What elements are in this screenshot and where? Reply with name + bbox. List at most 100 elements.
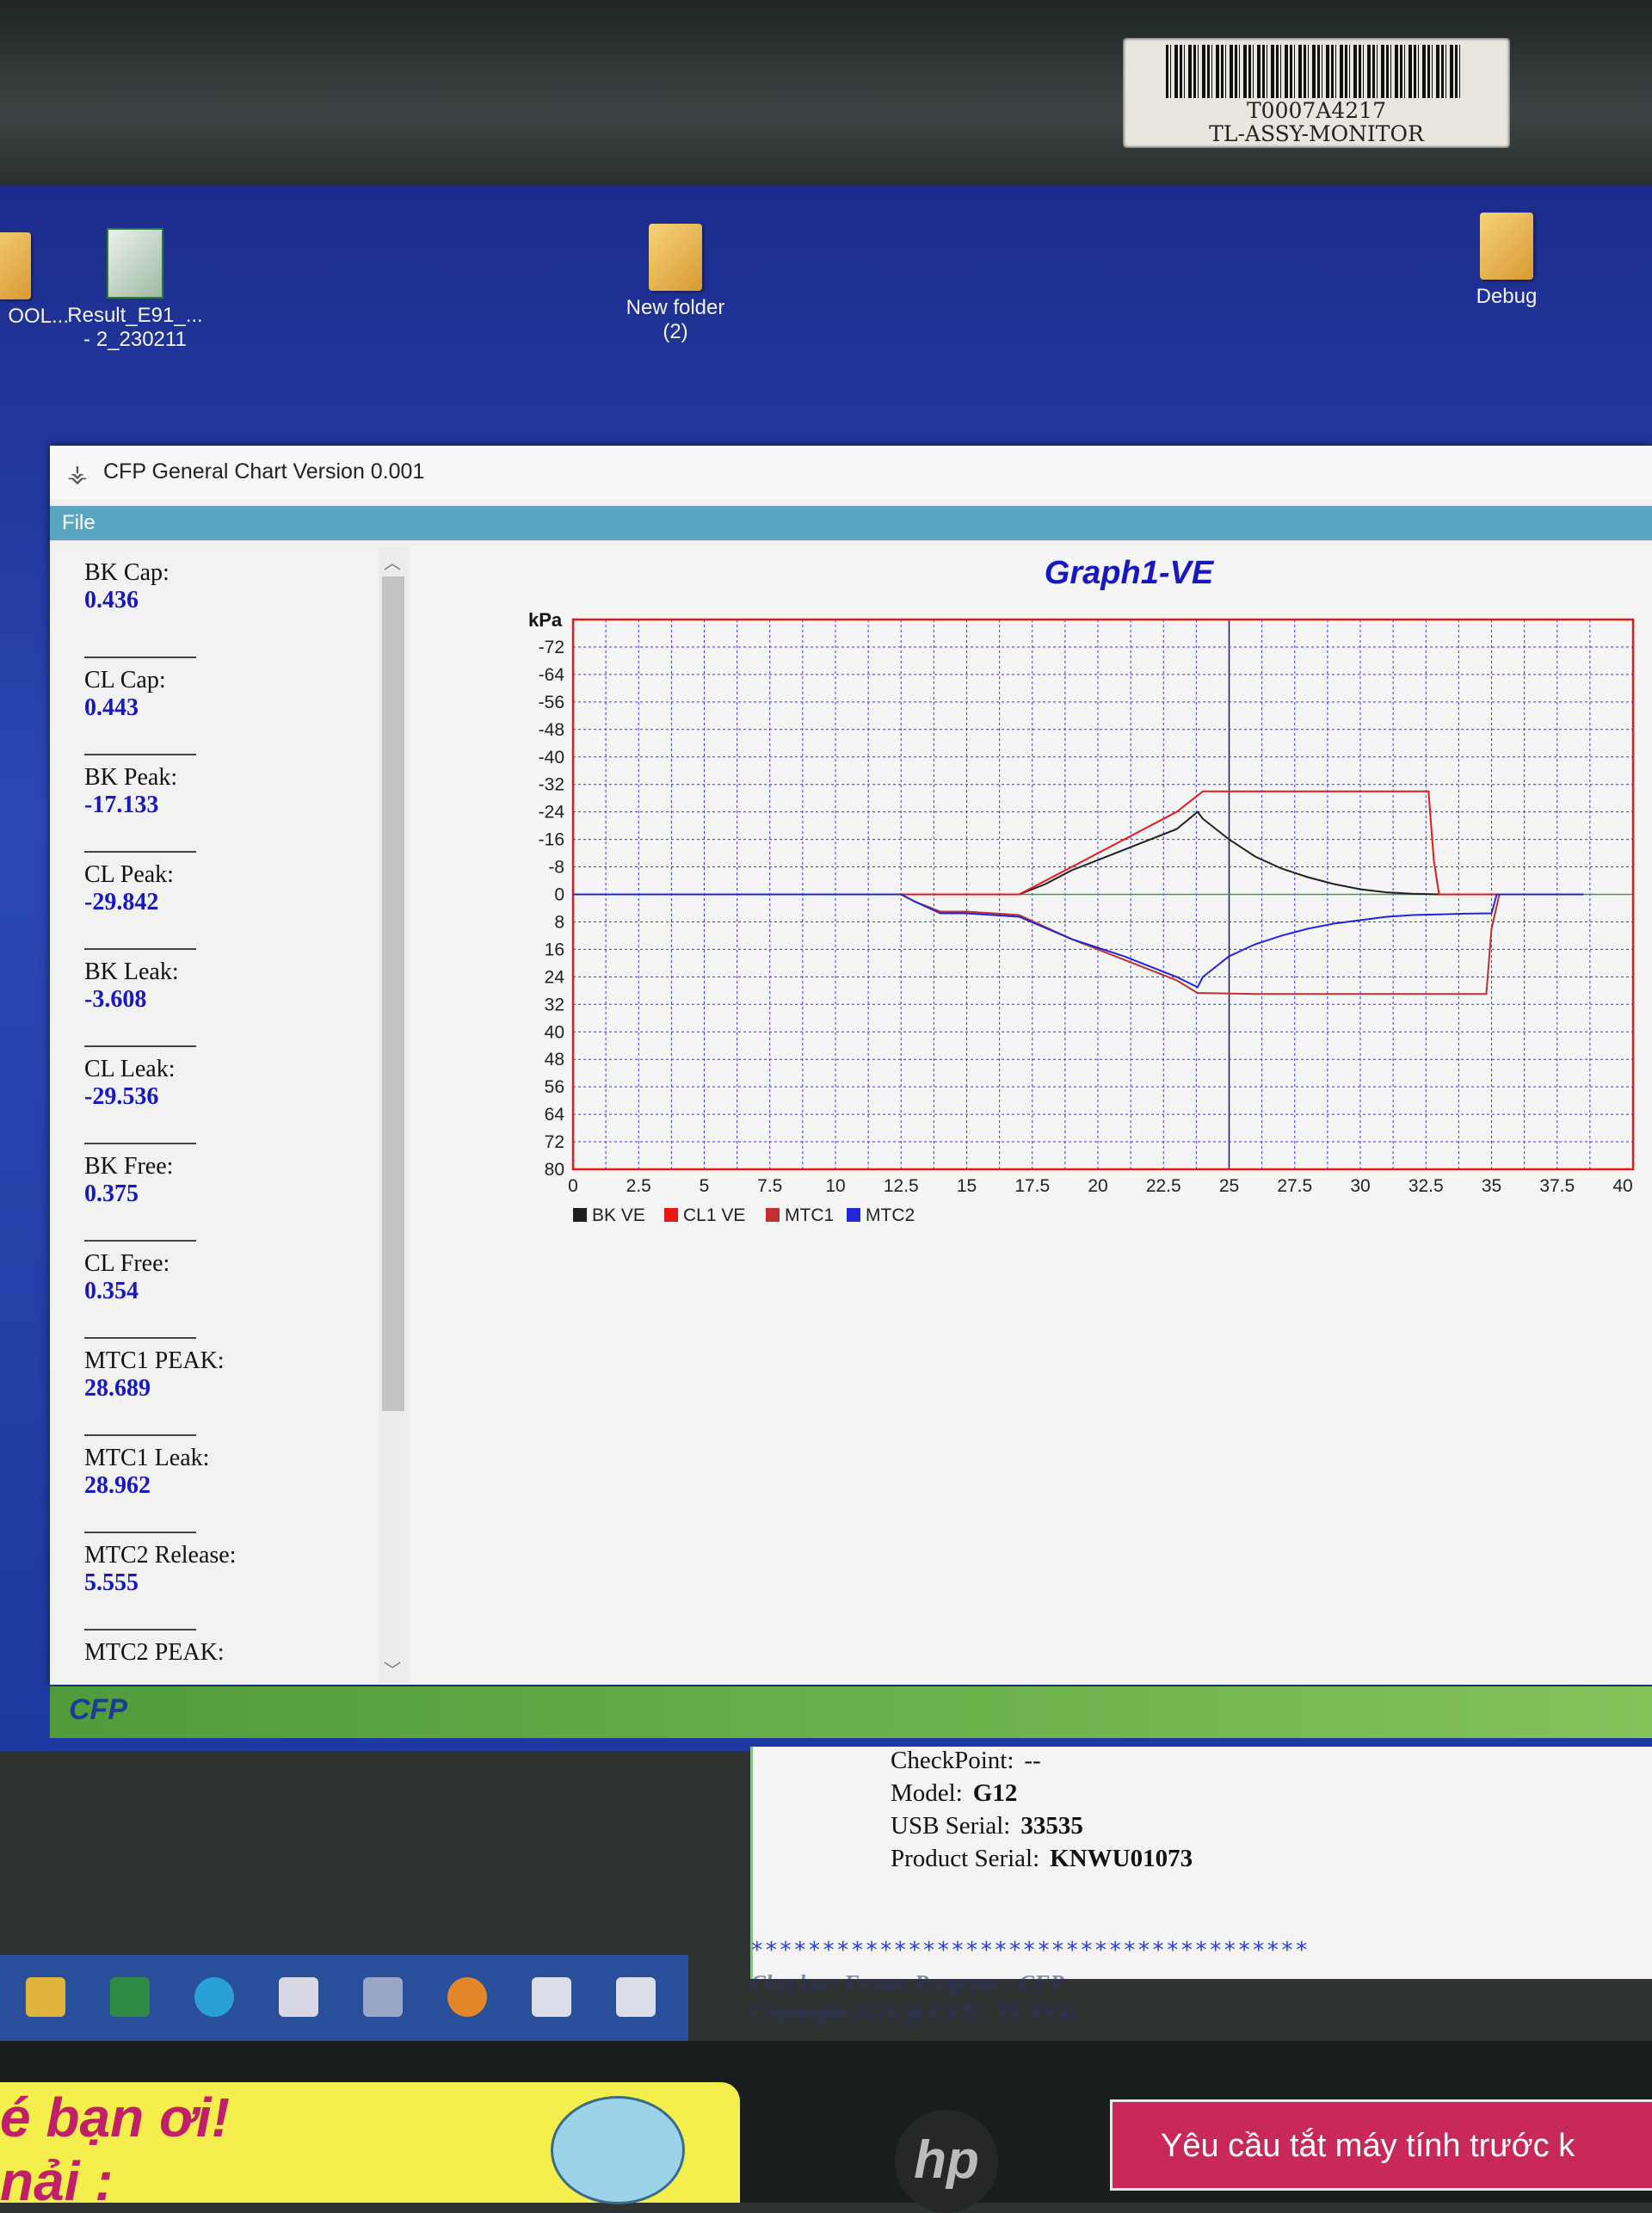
legend-swatch xyxy=(847,1208,860,1222)
desktop-icon-new-folder[interactable]: New folder (2) xyxy=(602,224,749,344)
x-tick-label: 35 xyxy=(1482,1176,1501,1196)
stat-mtc1-leak: MTC1 Leak: 28.962 xyxy=(84,1434,342,1500)
y-tick-label: 32 xyxy=(545,995,564,1014)
stat-value: -29.842 xyxy=(84,889,159,915)
y-tick-label: -64 xyxy=(539,665,565,685)
stat-cl-peak: CL Peak: -29.842 xyxy=(84,851,342,916)
stat-value: -17.133 xyxy=(84,792,159,818)
y-tick-label: 24 xyxy=(545,967,565,987)
y-tick-label: 80 xyxy=(545,1160,564,1180)
edge-icon[interactable] xyxy=(194,1977,234,2017)
y-tick-label: 64 xyxy=(545,1105,565,1125)
checkpoint-line: CheckPoint: -- xyxy=(891,1747,1041,1774)
y-tick-label: 8 xyxy=(554,912,564,932)
sticker-line-1: é bạn ơi! xyxy=(0,2087,230,2148)
y-tick-label: -48 xyxy=(539,720,564,740)
y-tick-label: 16 xyxy=(545,940,564,959)
y-tick-label: 0 xyxy=(554,885,564,905)
pumpkin-icon[interactable] xyxy=(447,1977,487,2017)
chart-area: Graph1-VE kPa -72 -64 -56 -48 -40 -32 -24 -16 -8 0 8… xyxy=(411,546,1652,1685)
x-tick-label: 17.5 xyxy=(1014,1176,1050,1196)
stat-label: CL Leak: xyxy=(84,1056,176,1082)
y-tick-label: -56 xyxy=(539,693,564,712)
spreadsheet-icon xyxy=(107,228,163,299)
stat-value: -29.536 xyxy=(84,1083,159,1110)
x-tick-label: 2.5 xyxy=(626,1176,651,1196)
x-tick-label: 12.5 xyxy=(884,1176,919,1196)
scroll-thumb[interactable] xyxy=(382,576,404,1411)
series-line-mtc2 xyxy=(573,893,1584,989)
title-bar[interactable]: ⚶ CFP General Chart Version 0.001 xyxy=(50,446,1652,499)
folder-icon xyxy=(649,224,702,291)
stat-separator xyxy=(84,1434,196,1436)
stat-label: BK Peak: xyxy=(84,764,178,791)
network-icon[interactable] xyxy=(363,1977,403,2017)
stat-label: CL Peak: xyxy=(84,861,174,888)
checker-footer: Checker: Frame Program - CFP xyxy=(750,1970,1064,1996)
stats-panel: BK Cap: 0.436 CL Cap: 0.443 BK Peak: -17.133 C… xyxy=(53,546,406,1683)
y-tick-label: -72 xyxy=(539,638,564,657)
desktop-icon-tool[interactable]: OOL... xyxy=(0,232,77,329)
stat-label: BK Cap: xyxy=(84,559,170,586)
legend-label: MTC2 xyxy=(866,1205,915,1225)
stat-separator xyxy=(84,754,196,755)
chart-title: Graph1-VE xyxy=(1045,555,1215,591)
x-tick-label: 27.5 xyxy=(1277,1176,1312,1196)
device-info-panel: CheckPoint: -- Model: G12 USB Serial: 33535… xyxy=(750,1747,1652,1979)
stat-separator xyxy=(84,851,196,853)
desktop-icon-result[interactable]: Result_E91_... - 2_230211 xyxy=(62,228,208,352)
series-line-mtc1 xyxy=(573,893,1584,996)
y-tick-label: -8 xyxy=(548,858,564,878)
shutdown-sticker-text: Yêu cầu tắt máy tính trước k xyxy=(1161,2128,1575,2164)
folder-icon xyxy=(0,232,31,299)
stat-value: 0.354 xyxy=(84,1278,139,1304)
stat-bk-cap: BK Cap: 0.436 xyxy=(84,559,342,614)
y-tick-label: -40 xyxy=(539,748,564,767)
file-explorer-icon[interactable] xyxy=(26,1977,65,2017)
barcode xyxy=(1166,45,1463,98)
taskbar xyxy=(0,1955,688,2041)
folder-icon xyxy=(1480,213,1533,280)
legend-label: BK VE xyxy=(592,1205,645,1225)
asset-code: T0007A4217 xyxy=(1247,98,1386,123)
x-tick-label: 15 xyxy=(957,1176,977,1196)
cfp-icon[interactable] xyxy=(616,1977,656,2017)
menu-file[interactable]: File xyxy=(62,511,96,534)
stat-cl-cap: CL Cap: 0.443 xyxy=(84,657,342,722)
window-title: CFP General Chart Version 0.001 xyxy=(103,459,425,484)
stat-separator xyxy=(84,1240,196,1242)
x-tick-label: 7.5 xyxy=(757,1176,782,1196)
cfp-icon[interactable] xyxy=(532,1977,571,2017)
stat-cl-leak: CL Leak: -29.536 xyxy=(84,1045,342,1111)
x-tick-label: 10 xyxy=(825,1176,845,1196)
cfp-logo: CFP xyxy=(69,1693,127,1726)
chart-window[interactable]: ⚶ CFP General Chart Version 0.001 File B… xyxy=(50,446,1652,1738)
y-tick-label: -16 xyxy=(539,830,564,850)
y-tick-label: 40 xyxy=(545,1022,564,1042)
y-tick-label: -24 xyxy=(539,803,565,823)
stat-separator xyxy=(84,1532,196,1533)
desktop-icon-label: OOL... xyxy=(8,305,69,328)
stat-cl-free: CL Free: 0.354 xyxy=(84,1240,342,1305)
app-icon[interactable] xyxy=(279,1977,318,2017)
stat-label: MTC1 Leak: xyxy=(84,1445,210,1471)
stat-bk-leak: BK Leak: -3.608 xyxy=(84,948,342,1014)
sticker-line-2: nải : xyxy=(0,2150,114,2212)
stat-label: BK Leak: xyxy=(84,959,179,985)
stat-separator xyxy=(84,1143,196,1144)
smiley-icon xyxy=(551,2096,685,2204)
scroll-up-icon[interactable]: ︿ xyxy=(384,554,401,573)
product-serial-line: Product Serial: KNWU01073 xyxy=(891,1845,1193,1872)
desktop-icon-debug[interactable]: Debug xyxy=(1433,213,1580,309)
stat-value: -3.608 xyxy=(84,986,147,1013)
stat-label: MTC1 PEAK: xyxy=(84,1347,225,1374)
stars-divider: *************************************** xyxy=(750,1938,1310,1963)
excel-icon[interactable] xyxy=(110,1977,150,2017)
desktop-icon-label: New folder (2) xyxy=(626,296,725,343)
stat-separator xyxy=(84,1045,196,1047)
scroll-down-icon[interactable]: ﹀ xyxy=(384,1661,401,1680)
desktop-icon-label: Debug xyxy=(1476,285,1538,308)
y-unit-label: kPa xyxy=(528,609,563,631)
stats-scrollbar[interactable]: ︿ ﹀ xyxy=(379,547,408,1683)
x-tick-label: 40 xyxy=(1612,1176,1632,1196)
